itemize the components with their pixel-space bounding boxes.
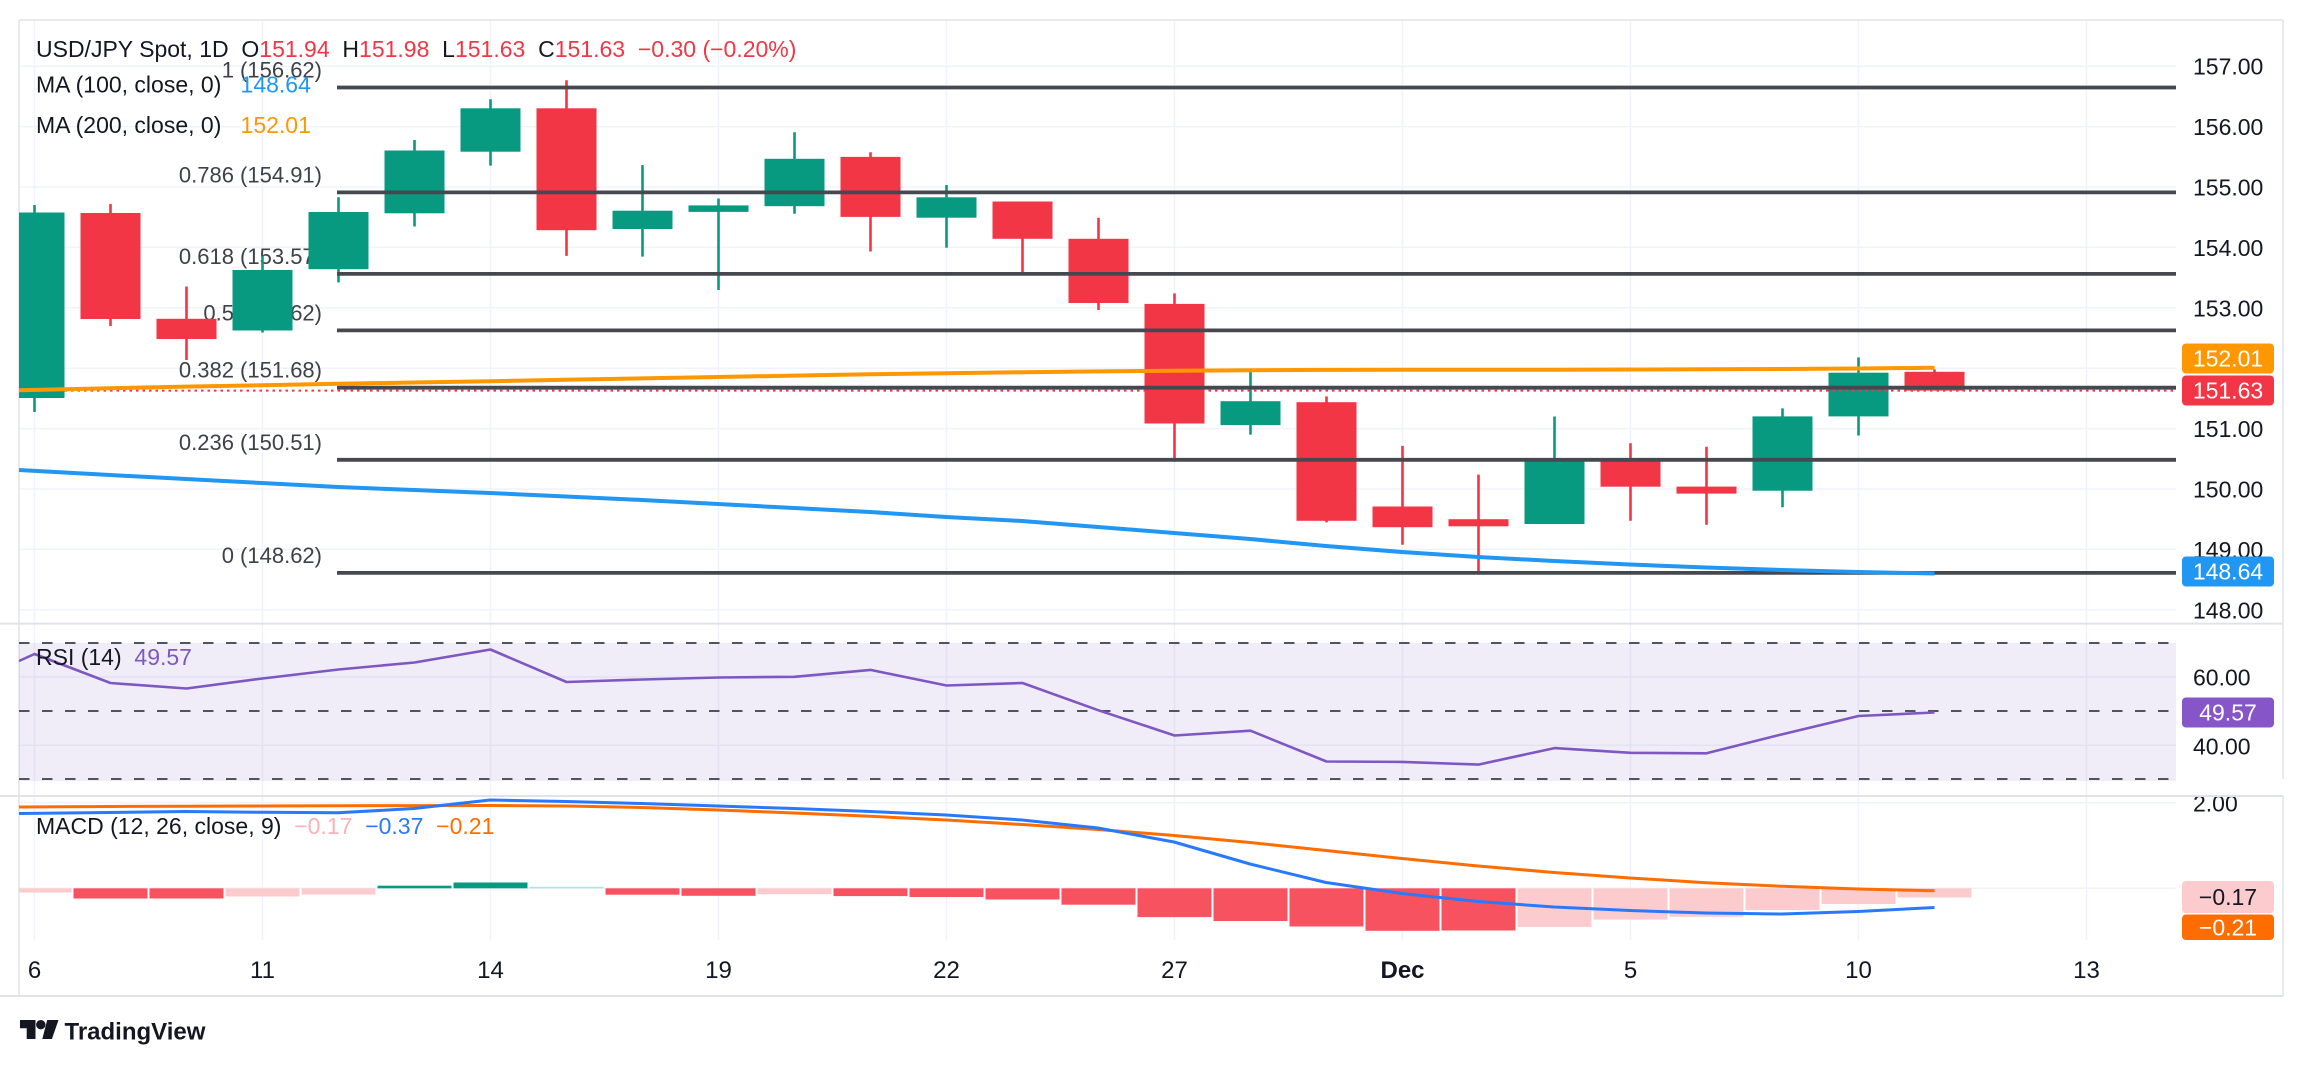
svg-text:154.00: 154.00 (2193, 235, 2263, 261)
svg-text:0.786 (154.91): 0.786 (154.91) (179, 162, 322, 187)
svg-text:MACD (12, 26, close, 9) −0.17: MACD (12, 26, close, 9) −0.17 −0.37 −0.2… (36, 813, 494, 839)
svg-text:148.64: 148.64 (2193, 559, 2264, 585)
svg-text:155.00: 155.00 (2193, 175, 2263, 201)
svg-text:11: 11 (250, 957, 275, 984)
svg-text:49.57: 49.57 (2199, 700, 2257, 726)
svg-text:13: 13 (2073, 957, 2100, 984)
svg-text:−0.21: −0.21 (2199, 915, 2257, 941)
svg-text:1 (156.62): 1 (156.62) (222, 58, 322, 83)
svg-text:22: 22 (933, 957, 960, 984)
svg-text:RSI (14) 49.57: RSI (14) 49.57 (36, 644, 192, 670)
svg-text:MA (100, close, 0) 148.64: MA (100, close, 0) 148.64 (36, 72, 311, 98)
svg-text:156.00: 156.00 (2193, 114, 2263, 140)
svg-text:40.00: 40.00 (2193, 733, 2251, 759)
svg-text:27: 27 (1161, 957, 1188, 984)
svg-text:0.382 (151.68): 0.382 (151.68) (179, 358, 322, 383)
svg-text:−0.17: −0.17 (2199, 884, 2257, 910)
svg-text:151.00: 151.00 (2193, 416, 2263, 442)
svg-text:157.00: 157.00 (2193, 54, 2263, 80)
svg-text:151.63: 151.63 (2193, 378, 2263, 404)
svg-text:10: 10 (1845, 957, 1872, 984)
svg-text:153.00: 153.00 (2193, 295, 2263, 321)
svg-text:USD/JPY Spot, 1D O151.94 H15: USD/JPY Spot, 1D O151.94 H151.98 L151.63… (36, 36, 796, 62)
svg-text:0.236 (150.51): 0.236 (150.51) (179, 430, 322, 455)
svg-text:19: 19 (705, 957, 732, 984)
svg-text:150.00: 150.00 (2193, 477, 2263, 503)
svg-text:0.618 (153.57): 0.618 (153.57) (179, 244, 322, 269)
svg-text:148.00: 148.00 (2193, 597, 2263, 623)
svg-text:14: 14 (477, 957, 504, 984)
svg-text:MA (200, close, 0) 152.01: MA (200, close, 0) 152.01 (36, 112, 311, 138)
svg-text:5: 5 (1624, 957, 1637, 984)
svg-text:6: 6 (28, 957, 41, 984)
svg-text:60.00: 60.00 (2193, 665, 2251, 691)
svg-text:152.01: 152.01 (2193, 346, 2263, 372)
svg-text:Dec: Dec (1380, 957, 1424, 984)
svg-text:0 (148.62): 0 (148.62) (222, 543, 322, 568)
svg-text:TradingView: TradingView (65, 1019, 206, 1046)
